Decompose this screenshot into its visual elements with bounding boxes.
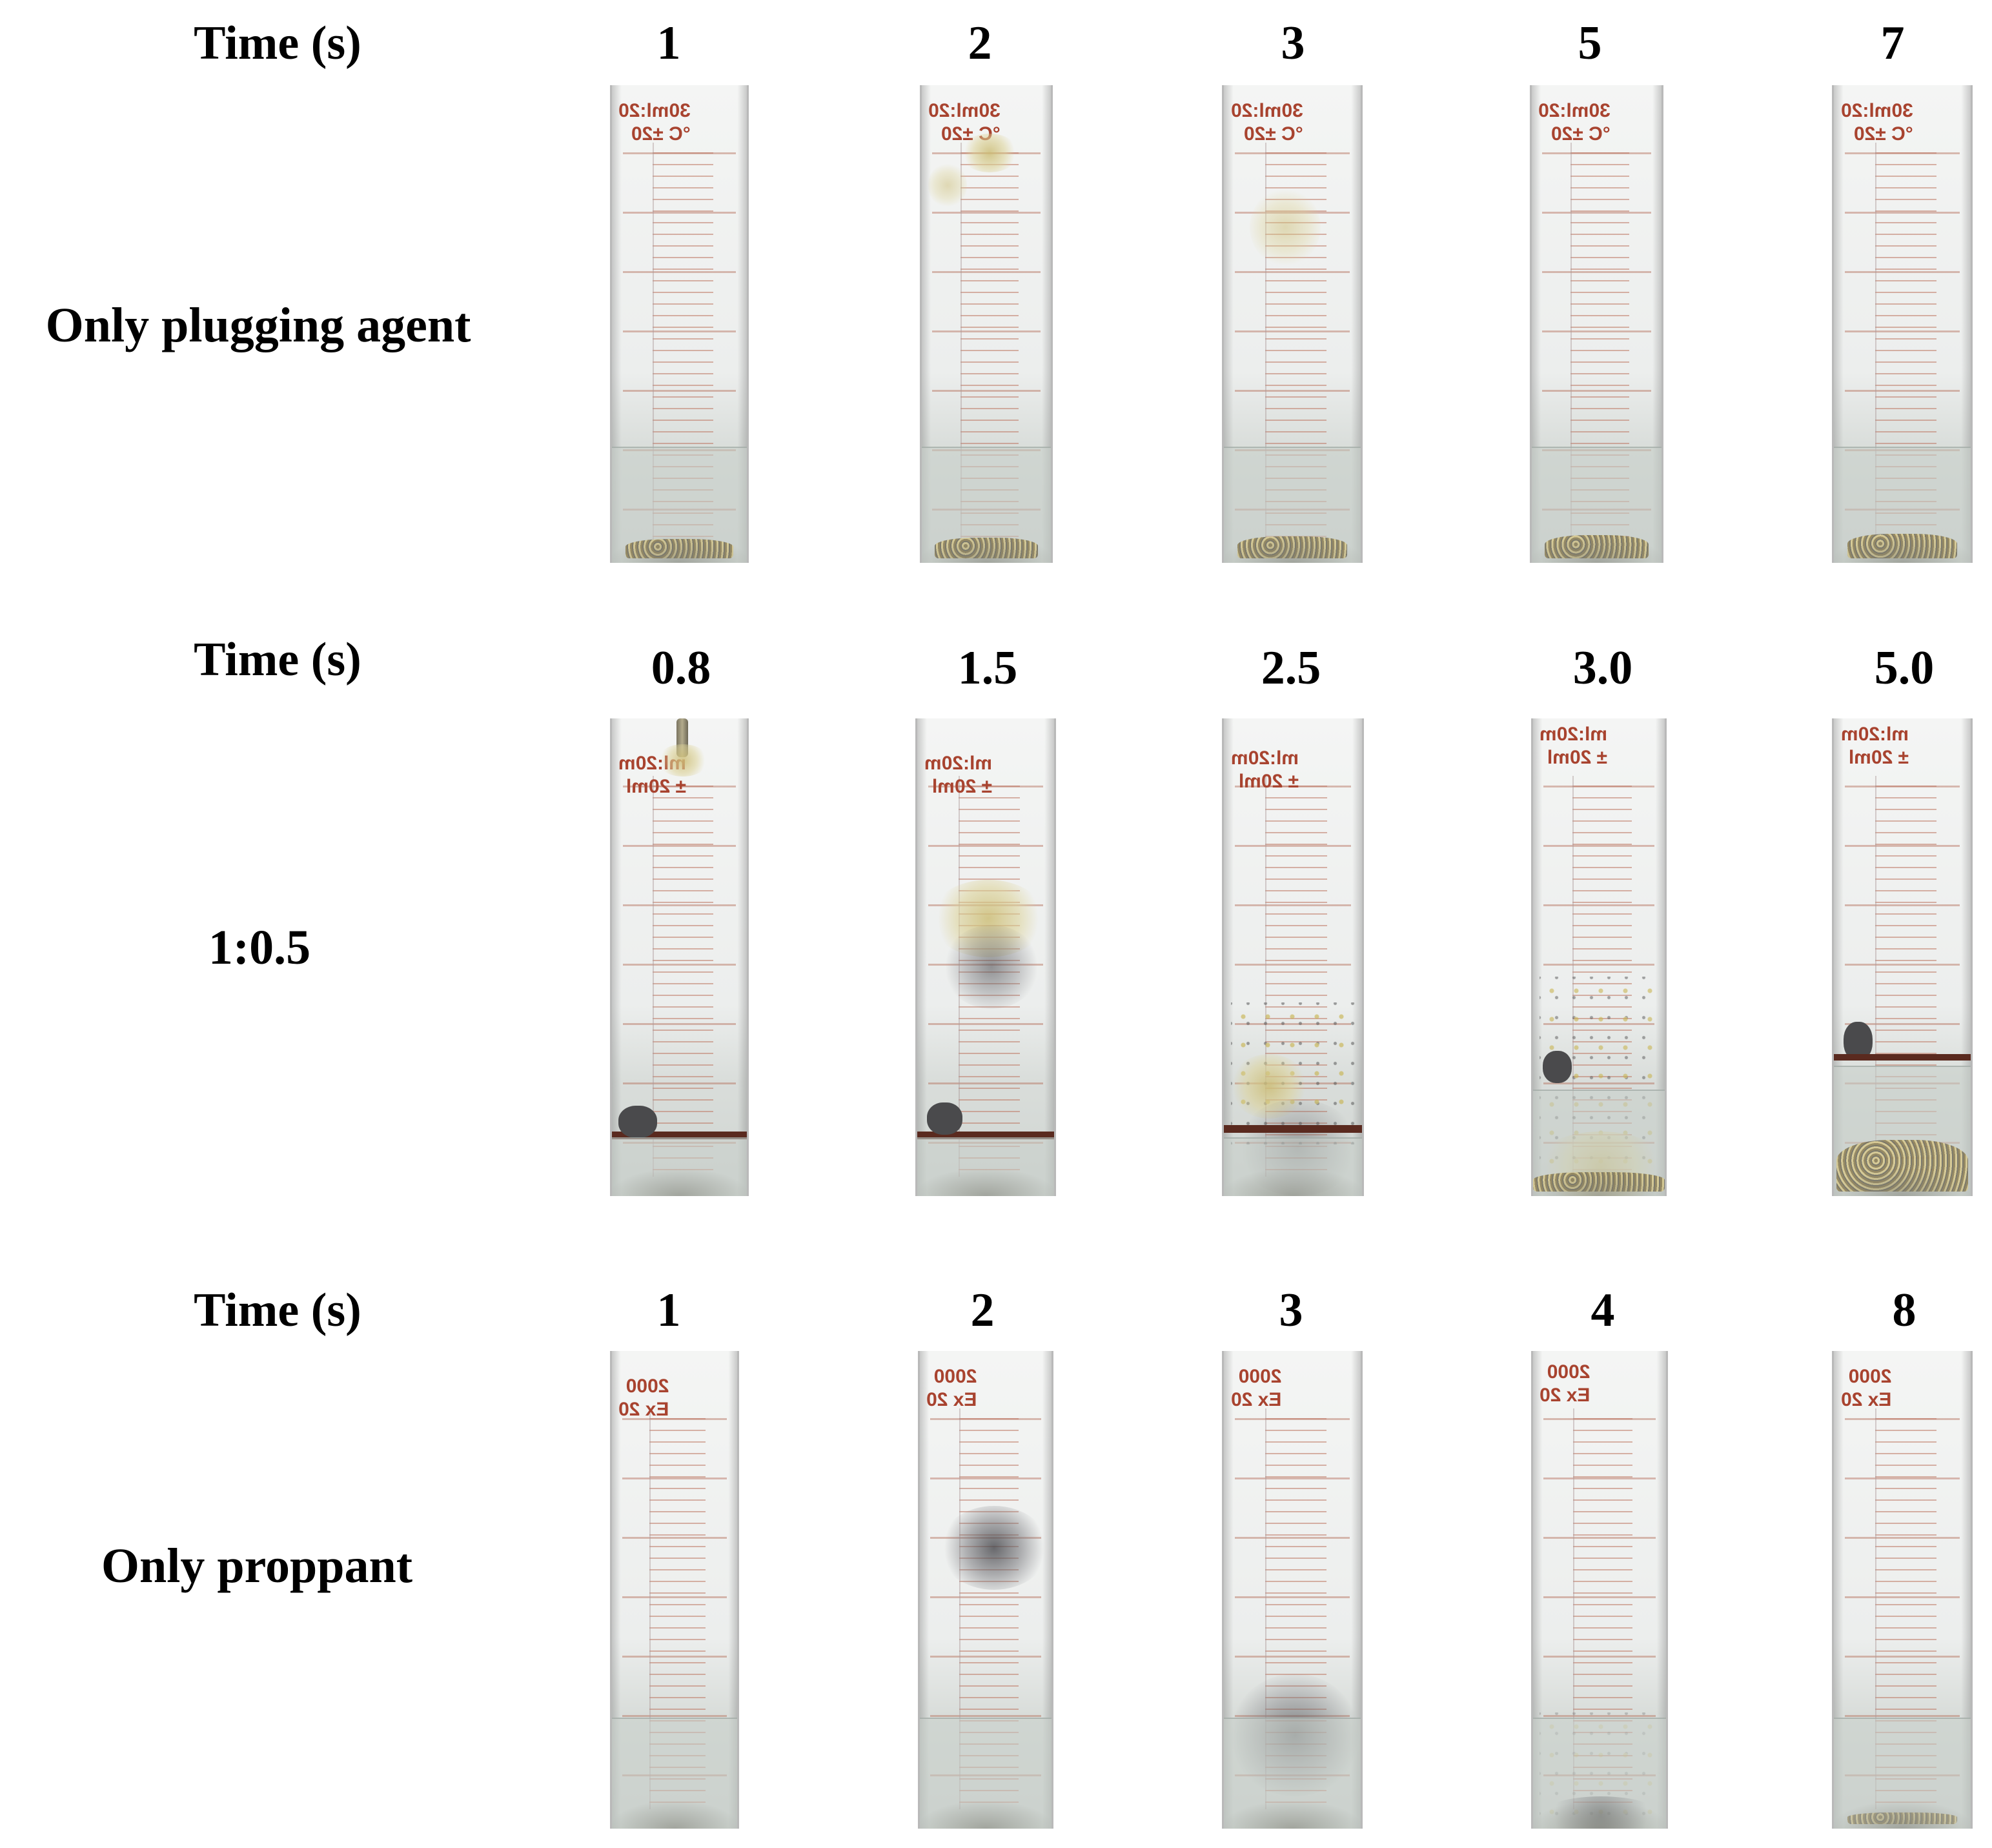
row1-tube-marking: 30ml:20 °C ±20	[1538, 100, 1611, 145]
row1-time-5: 7	[1880, 17, 1905, 70]
row3-time-3: 3	[1279, 1284, 1303, 1337]
row2-tube-marking: ml:20m ± 20ml	[924, 752, 992, 797]
row3-tube-marking: 2000 Ex 20	[1230, 1366, 1281, 1411]
row3-tube-photo-4: 2000 Ex 20	[1531, 1351, 1668, 1829]
row2-tube-marking: ml:20m ± 20ml	[1230, 747, 1299, 793]
row2-tube-photo-4: ml:20m ± 20ml	[1531, 718, 1667, 1196]
row3-time-2: 2	[970, 1284, 995, 1337]
row3-tube-photo-3: 2000 Ex 20	[1222, 1351, 1363, 1829]
row2-tube-photo-2: ml:20m ± 20ml	[915, 718, 1056, 1196]
row2-time-4: 3.0	[1572, 642, 1633, 695]
row1-time-1: 1	[656, 17, 681, 70]
row3-time-5: 8	[1892, 1284, 1916, 1337]
row3-tube-photo-1: 2000 Ex 20	[610, 1351, 739, 1829]
row2-label: 1:0.5	[208, 920, 311, 975]
row3-tube-marking: 2000 Ex 20	[1840, 1366, 1891, 1411]
row1-tube-photo-5: 30ml:20 °C ±20	[1832, 85, 1973, 563]
row2-tube-marking: ml:20m ± 20ml	[1840, 724, 1909, 769]
row2-time-5: 5.0	[1874, 642, 1935, 695]
row2-time-header: Time (s)	[194, 633, 361, 686]
row2-tube-photo-5: ml:20m ± 20ml	[1832, 718, 1973, 1196]
row2-time-3: 2.5	[1261, 642, 1321, 695]
row1-tube-photo-4: 30ml:20 °C ±20	[1530, 85, 1663, 563]
row1-tube-marking: 30ml:20 °C ±20	[1230, 100, 1303, 145]
row1-tube-photo-1: 30ml:20 °C ±20	[610, 85, 749, 563]
row1-time-header: Time (s)	[194, 17, 361, 70]
row1-time-2: 2	[968, 17, 992, 70]
row1-tube-photo-3: 30ml:20 °C ±20	[1222, 85, 1363, 563]
row2-time-2: 1.5	[957, 642, 1018, 695]
row3-time-1: 1	[656, 1284, 681, 1337]
row1-time-4: 5	[1578, 17, 1602, 70]
row3-label: Only proppant	[101, 1539, 413, 1593]
row1-tube-photo-2: 30ml:20 °C ±20	[920, 85, 1053, 563]
row3-tube-photo-5: 2000 Ex 20	[1832, 1351, 1973, 1829]
row3-time-4: 4	[1591, 1284, 1615, 1337]
row3-tube-marking: 2000 Ex 20	[926, 1366, 977, 1411]
row2-tube-marking: ml:20m ± 20ml	[1540, 724, 1608, 769]
row1-tube-marking: 30ml:20 °C ±20	[618, 100, 691, 145]
row3-time-header: Time (s)	[194, 1284, 361, 1337]
row2-tube-photo-1: ml:20m ± 20ml	[610, 718, 749, 1196]
row1-label: Only plugging agent	[45, 298, 471, 352]
row3-tube-marking: 2000 Ex 20	[618, 1376, 669, 1420]
row1-time-3: 3	[1281, 17, 1305, 70]
row3-tube-marking: 2000 Ex 20	[1540, 1361, 1591, 1406]
row3-tube-photo-2: 2000 Ex 20	[918, 1351, 1053, 1829]
row2-tube-photo-3: ml:20m ± 20ml	[1222, 718, 1364, 1196]
row2-time-1: 0.8	[651, 642, 711, 695]
row1-tube-marking: 30ml:20 °C ±20	[1840, 100, 1913, 145]
